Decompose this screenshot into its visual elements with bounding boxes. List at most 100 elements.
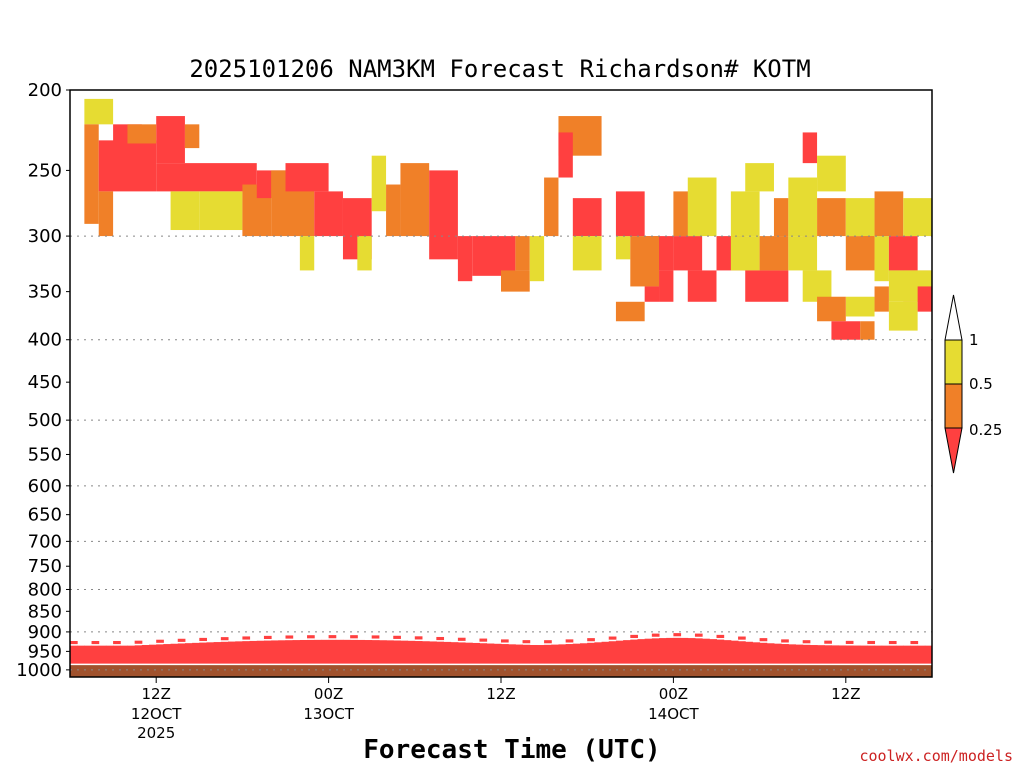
y-tick-label: 650 <box>28 505 62 526</box>
ri-cell-53 <box>644 286 660 302</box>
ri-low-band <box>544 644 552 665</box>
ri-low-band <box>493 643 502 665</box>
y-tick-label: 800 <box>28 579 62 600</box>
x-tick-label: 00Z <box>659 685 688 703</box>
ri-low-band <box>177 643 186 665</box>
ri-low-band <box>824 645 832 665</box>
ri-low-band <box>206 642 215 665</box>
ri-low-band <box>429 641 437 665</box>
ri-low-band <box>407 640 416 665</box>
ri-low-band <box>752 642 761 665</box>
ri-low-band <box>400 640 409 665</box>
ri-low-band <box>235 641 243 665</box>
ri-low-band <box>608 641 617 665</box>
y-tick-label: 200 <box>28 80 62 101</box>
colorbar-label-1: 1 <box>969 331 979 349</box>
ri-low-fringe <box>910 640 919 645</box>
y-tick-label: 900 <box>28 622 62 643</box>
y-tick-label: 250 <box>28 160 62 181</box>
chart-title: 2025101206 NAM3KM Forecast Richardson# K… <box>189 55 810 83</box>
ri-low-band <box>134 645 143 665</box>
ri-low-band <box>673 637 682 665</box>
ri-low-band <box>551 644 559 665</box>
ri-cell-25 <box>515 236 530 271</box>
ri-cell-40 <box>730 236 760 271</box>
ri-low-band <box>623 640 631 665</box>
ri-low-fringe <box>457 637 466 641</box>
ri-low-band <box>687 638 696 665</box>
ri-cell-43 <box>788 236 818 271</box>
ri-low-band <box>364 640 373 665</box>
ri-cell-73 <box>917 286 932 312</box>
ri-cell-70 <box>860 321 875 340</box>
ri-cell-67 <box>845 296 875 317</box>
y-tick-label: 550 <box>28 444 62 465</box>
ri-low-band <box>414 641 423 665</box>
ri-low-band <box>393 640 401 665</box>
ri-low-band <box>378 640 387 665</box>
ri-cell-41 <box>745 270 789 302</box>
ri-low-band <box>328 639 337 665</box>
ri-low-band <box>501 644 509 665</box>
ri-low-band <box>421 641 430 665</box>
ri-low-band <box>536 645 545 665</box>
ri-low-band <box>271 640 279 665</box>
ri-low-band <box>450 642 459 665</box>
ground-fill <box>70 664 932 677</box>
ri-cell-69 <box>831 321 861 340</box>
ri-cell-18 <box>357 236 372 271</box>
ri-low-band <box>170 643 179 665</box>
ri-low-band <box>745 641 753 665</box>
ri-low-band <box>508 644 516 665</box>
ri-low-fringe <box>781 639 789 643</box>
ri-low-band <box>342 639 351 665</box>
ri-low-band <box>867 645 876 665</box>
ri-cell-28 <box>544 177 559 237</box>
ri-low-band <box>659 638 667 665</box>
ri-low-band <box>522 644 531 665</box>
ri-cell-42 <box>759 236 789 271</box>
ri-cell-71 <box>874 286 889 312</box>
ri-low-band <box>357 639 366 665</box>
ri-low-fringe <box>393 635 401 639</box>
ri-low-fringe <box>501 639 509 643</box>
ri-low-band <box>565 644 574 665</box>
ri-low-band <box>795 644 804 665</box>
ri-cell-34 <box>615 301 645 322</box>
ri-low-fringe <box>242 636 251 640</box>
ri-cell-59 <box>788 177 818 237</box>
y-tick-label: 400 <box>28 330 62 351</box>
ri-cell-14 <box>285 163 329 192</box>
ri-low-band <box>486 643 495 665</box>
credit-text: coolwx.com/models <box>859 747 1013 765</box>
ri-low-band <box>666 637 674 665</box>
y-tick-label: 350 <box>28 282 62 303</box>
ri-low-band <box>220 641 229 665</box>
ri-low-band <box>587 642 595 665</box>
ri-low-fringe <box>802 640 811 644</box>
ri-low-band <box>98 645 107 665</box>
ri-low-band <box>249 640 258 665</box>
ri-cell-21 <box>400 163 430 237</box>
ri-cell-8 <box>156 163 257 192</box>
x-tick-label: 2025 <box>137 724 175 742</box>
ri-cell-62 <box>845 198 875 237</box>
x-tick-label: 00Z <box>314 685 343 703</box>
ri-low-band <box>702 638 710 665</box>
colorbar-bottom-arrow <box>944 427 963 474</box>
ri-cell-56 <box>730 191 760 237</box>
y-tick-label: 700 <box>28 531 62 552</box>
ri-low-band <box>773 643 782 665</box>
ri-low-band <box>831 645 840 665</box>
ri-cell-48 <box>874 236 889 282</box>
ri-low-band <box>874 645 883 665</box>
plot-cells <box>70 98 933 665</box>
ri-cell-63 <box>860 236 875 260</box>
y-tick-label: 300 <box>28 226 62 247</box>
ri-low-band <box>723 640 732 665</box>
ri-low-fringe <box>350 635 358 639</box>
ri-low-band <box>766 643 775 665</box>
ri-low-fringe <box>694 633 703 637</box>
ri-cell-30 <box>558 132 573 178</box>
ri-low-band <box>888 645 897 665</box>
